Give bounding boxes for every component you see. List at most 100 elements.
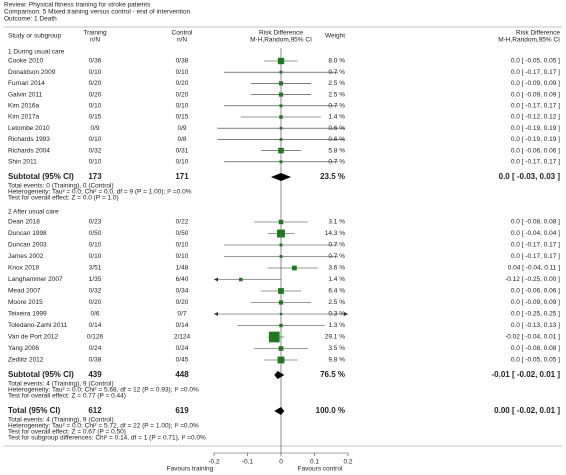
x-tick-label: -0.2 (208, 459, 220, 466)
study-name: Richards 1993 (8, 136, 50, 143)
ci-label: 0.0 [ -0.19, 0.19 ] (511, 125, 560, 132)
training-count: 0/126 (87, 334, 104, 341)
training-count: 0/10 (89, 103, 102, 110)
ci-arrow (344, 312, 348, 316)
study-box (279, 137, 283, 141)
training-count: 0/32 (89, 288, 102, 295)
group-title: 1 During usual care (8, 49, 65, 56)
study-box (278, 219, 284, 225)
training-count: 1/35 (89, 276, 102, 283)
ci-arrow (214, 312, 218, 316)
weight: 3.5 % (328, 345, 345, 352)
study-name: Dean 2018 (8, 219, 40, 226)
weight: 3.6 % (328, 265, 345, 272)
study-box (279, 126, 283, 130)
control-count: 0/10 (176, 103, 189, 110)
control-count: 0/22 (176, 219, 189, 226)
control-total: 171 (175, 172, 189, 181)
control-count: 1/48 (176, 265, 189, 272)
training-count: 0/20 (89, 80, 102, 87)
ci-label: 0.0 [ -0.08, 0.08 ] (511, 345, 560, 352)
weight: 1.4 % (328, 114, 345, 121)
study-box (279, 255, 283, 258)
control-count: 0/10 (176, 242, 189, 249)
pooled-note: Heterogeneity: Tau² = 0.0; Chi² = 5.72, … (8, 423, 199, 430)
control-total: 448 (175, 370, 189, 379)
control-total: 619 (175, 406, 189, 415)
study-name: Letombe 2010 (8, 125, 50, 132)
weight: 8.0 % (328, 58, 345, 65)
x-tick-label: 0 (279, 459, 283, 466)
ci-label: -0.02 [ -0.04, 0.01 ] (505, 334, 560, 341)
control-count: 0/20 (176, 299, 189, 306)
weight: 23.5 % (320, 172, 345, 181)
control-count: 0/31 (176, 147, 189, 154)
col-header: Weight (325, 33, 345, 40)
ci-label: 0.0 [ -0.17, 0.17 ] (511, 253, 560, 260)
study-box (292, 265, 297, 271)
x-tick-label: -0.1 (242, 459, 254, 466)
weight: 1.3 % (328, 322, 345, 329)
ci-label: 0.0 [ -0.06, 0.06 ] (511, 147, 560, 154)
weight: 5.8 % (328, 147, 345, 154)
study-name: Zedlitz 2012 (8, 357, 44, 364)
study-name: Teixeira 1999 (8, 311, 47, 318)
training-count: 0/6 (90, 311, 99, 318)
study-box (279, 243, 283, 247)
study-box (279, 312, 283, 316)
training-count: 0/10 (89, 159, 102, 166)
col-header: n/N (90, 37, 100, 44)
control-count: 0/20 (176, 80, 189, 87)
study-box (239, 277, 243, 282)
study-name: Kim 2017a (8, 114, 39, 121)
ci-label: 0.0 [ -0.17, 0.17 ] (511, 69, 560, 76)
pooled-note: Total events: 4 (Training), 9 (Control) (8, 417, 114, 424)
study-box (278, 147, 284, 154)
study-box (277, 57, 285, 65)
study-name: Toledano-Zarhi 2011 (8, 322, 68, 329)
review: Review: Physical fitness training for st… (4, 2, 151, 9)
ci-arrow (214, 277, 218, 282)
pooled-diamond (274, 407, 285, 415)
study-name: Shin 2011 (8, 159, 37, 166)
training-count: 0/32 (89, 147, 102, 154)
control-count: 0/7 (177, 311, 186, 318)
training-count: 0/24 (89, 345, 102, 352)
training-count: 0/23 (89, 219, 102, 226)
ci-label: 0.0 [ -0.25, 0.25 ] (511, 311, 560, 318)
control-count: 0/10 (176, 253, 189, 260)
favours-label: Favours training (167, 466, 214, 473)
study-name: Yang 2006 (8, 345, 39, 352)
ci-label: -0.12 [ -0.25, 0.00 ] (505, 276, 560, 283)
study-box (277, 229, 285, 238)
ci-label: 0.0 [ -0.04, 0.04 ] (511, 230, 560, 237)
col-header: n/N (177, 37, 187, 44)
pooled-note: Heterogeneity: Tau² = 0.0; Chi² = 5.68, … (8, 387, 199, 394)
training-total: 439 (88, 370, 102, 379)
training-count: 0/14 (89, 322, 102, 329)
training-total: 173 (88, 172, 102, 181)
ci-label: 0.0 [ -0.08, 0.08 ] (511, 219, 560, 226)
training-count: 0/9 (90, 125, 99, 132)
study-box (278, 92, 284, 97)
study-name: Donaldson 2009 (8, 69, 56, 76)
pooled-note: Test for overall effect: Z = 0.77 (P = 0… (8, 393, 126, 400)
control-count: 0/20 (176, 91, 189, 98)
col-header: M-H,Random,95% CI (250, 37, 312, 44)
col-header: Risk Difference (259, 30, 303, 37)
training-count: 3/51 (89, 265, 102, 272)
weight: 6.4 % (328, 288, 345, 295)
pooled-note: Test for overall effect: Z = 0.67 (P = 0… (8, 429, 126, 436)
weight: 9.8 % (328, 357, 345, 364)
control-count: 0/34 (176, 288, 189, 295)
training-total: 612 (88, 406, 102, 415)
control-count: 0/50 (176, 230, 189, 237)
col-header: M-H,Random,95% CI (498, 37, 560, 44)
pooled-note: Total events: 4 (Training), 9 (Control) (8, 381, 114, 388)
study-name: Furnari 2014 (8, 80, 45, 87)
study-name: Cooke 2010 (8, 58, 43, 65)
ci-label: 0.0 [ -0.13, 0.13 ] (511, 322, 560, 329)
favours-label: Favours control (298, 466, 343, 473)
study-name: Duncan 2003 (8, 242, 47, 249)
control-count: 0/45 (176, 357, 189, 364)
